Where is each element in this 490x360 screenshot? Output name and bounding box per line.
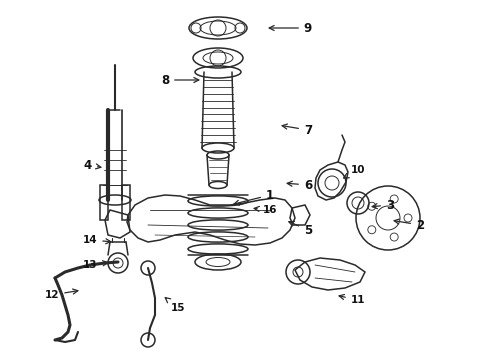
- Text: 12: 12: [45, 289, 78, 300]
- Text: 9: 9: [269, 22, 312, 35]
- Text: 10: 10: [343, 165, 365, 178]
- Text: 2: 2: [394, 219, 424, 231]
- Text: 14: 14: [83, 235, 111, 245]
- Text: 3: 3: [372, 198, 394, 212]
- Text: 15: 15: [165, 298, 185, 313]
- Text: 6: 6: [287, 179, 312, 192]
- Text: 13: 13: [83, 260, 108, 270]
- Text: 1: 1: [234, 189, 274, 205]
- Text: 8: 8: [161, 73, 199, 86]
- Text: 4: 4: [84, 158, 101, 171]
- Text: 5: 5: [289, 221, 312, 237]
- Text: 16: 16: [254, 205, 277, 215]
- Text: 11: 11: [339, 294, 365, 305]
- Text: 7: 7: [282, 123, 312, 136]
